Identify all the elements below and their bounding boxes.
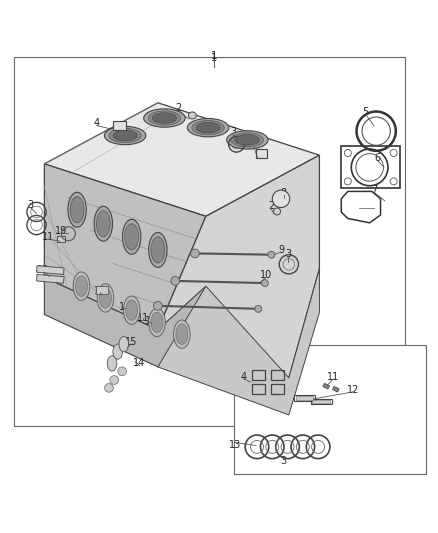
Circle shape: [105, 384, 113, 392]
Bar: [323, 383, 329, 389]
Bar: [96, 286, 108, 294]
Bar: [271, 384, 284, 394]
Ellipse shape: [231, 133, 264, 147]
Circle shape: [110, 376, 119, 384]
Ellipse shape: [148, 111, 180, 125]
Text: 2: 2: [176, 103, 182, 114]
Ellipse shape: [75, 276, 88, 296]
Text: 11: 11: [42, 232, 54, 242]
Ellipse shape: [113, 344, 123, 359]
Polygon shape: [44, 164, 206, 330]
Ellipse shape: [119, 336, 129, 352]
Ellipse shape: [149, 232, 167, 268]
Circle shape: [191, 249, 199, 258]
Ellipse shape: [124, 296, 140, 325]
Text: 12: 12: [347, 385, 360, 394]
Text: 2: 2: [268, 201, 274, 211]
Bar: [341, 147, 400, 188]
Text: 8: 8: [281, 188, 287, 198]
Text: 12: 12: [37, 265, 49, 275]
Text: 6: 6: [374, 153, 380, 163]
Bar: [252, 370, 265, 380]
Text: 3: 3: [281, 456, 287, 466]
Circle shape: [118, 367, 127, 376]
Circle shape: [255, 305, 262, 312]
Ellipse shape: [107, 356, 117, 371]
Bar: [294, 395, 315, 401]
Ellipse shape: [73, 272, 90, 300]
Text: 4: 4: [94, 118, 100, 128]
Ellipse shape: [94, 206, 113, 241]
Bar: [234, 345, 426, 474]
Ellipse shape: [126, 300, 138, 320]
Circle shape: [272, 190, 290, 207]
Ellipse shape: [97, 284, 114, 312]
Polygon shape: [158, 155, 319, 378]
Ellipse shape: [196, 123, 220, 133]
Bar: [252, 384, 265, 394]
Circle shape: [261, 280, 268, 287]
Bar: [14, 57, 405, 426]
Text: 11: 11: [327, 372, 339, 382]
Text: 7: 7: [371, 185, 377, 195]
Polygon shape: [44, 277, 206, 367]
Ellipse shape: [99, 288, 111, 308]
Ellipse shape: [96, 211, 110, 237]
Bar: [312, 400, 330, 403]
Text: 18: 18: [94, 286, 106, 295]
Text: 15: 15: [125, 337, 137, 346]
Ellipse shape: [149, 308, 165, 336]
Text: 17: 17: [119, 302, 131, 312]
Text: 1: 1: [211, 53, 217, 63]
Bar: [296, 396, 313, 400]
Ellipse shape: [192, 120, 224, 135]
Text: 13: 13: [229, 440, 241, 450]
Ellipse shape: [123, 220, 141, 254]
Ellipse shape: [68, 192, 86, 227]
Ellipse shape: [151, 312, 163, 333]
Text: 16: 16: [145, 316, 157, 326]
Text: 9: 9: [278, 245, 284, 255]
Ellipse shape: [274, 208, 281, 215]
Ellipse shape: [125, 224, 138, 250]
Ellipse shape: [226, 131, 268, 149]
Ellipse shape: [187, 118, 229, 137]
Polygon shape: [158, 269, 319, 415]
Ellipse shape: [152, 113, 177, 123]
Polygon shape: [44, 103, 319, 216]
Text: 10: 10: [260, 270, 272, 280]
Ellipse shape: [173, 320, 190, 349]
Bar: [36, 274, 64, 283]
Bar: [332, 386, 339, 392]
Ellipse shape: [176, 324, 188, 344]
Bar: [311, 399, 332, 405]
Text: 11: 11: [137, 313, 149, 323]
Ellipse shape: [109, 128, 141, 143]
Ellipse shape: [144, 109, 185, 127]
Text: 3: 3: [285, 249, 291, 259]
Circle shape: [171, 277, 180, 285]
Text: 19: 19: [55, 225, 67, 236]
Circle shape: [268, 251, 275, 258]
Text: 5: 5: [362, 107, 368, 117]
Text: 1: 1: [210, 52, 217, 61]
Ellipse shape: [70, 197, 84, 223]
Ellipse shape: [104, 126, 146, 144]
Bar: [36, 265, 64, 274]
Ellipse shape: [188, 112, 196, 119]
Bar: [271, 370, 284, 380]
Bar: [256, 149, 267, 158]
Text: 3: 3: [230, 127, 236, 137]
Ellipse shape: [151, 237, 165, 263]
Circle shape: [153, 302, 162, 310]
Text: 4: 4: [251, 140, 257, 150]
Bar: [57, 236, 65, 241]
Text: 14: 14: [134, 358, 146, 368]
Ellipse shape: [235, 134, 259, 145]
Text: 3: 3: [27, 200, 33, 211]
Bar: [113, 120, 126, 130]
Text: 4: 4: [240, 372, 247, 382]
Ellipse shape: [113, 130, 137, 141]
